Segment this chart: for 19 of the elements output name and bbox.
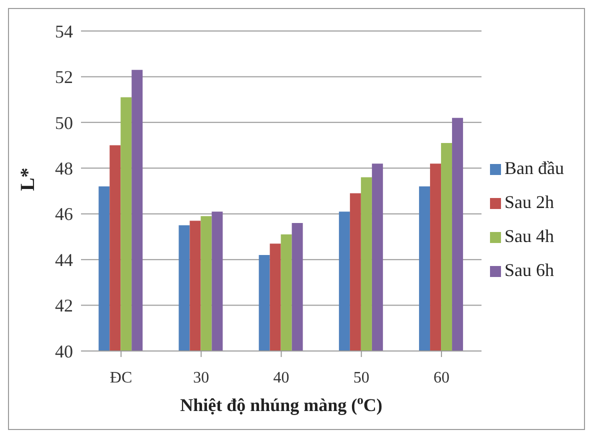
x-tick-label: 50 [353, 369, 370, 386]
y-tick-label: 52 [55, 67, 73, 88]
y-tick-label: 44 [55, 250, 73, 270]
x-axis-title: Nhiệt độ nhúng màng ($^{o}$C) [180, 393, 382, 415]
x-tick-label: 60 [433, 369, 450, 386]
y-tick-label: 50 [55, 112, 73, 133]
y-tick-label: 48 [55, 158, 73, 179]
y-tick-label: 54 [55, 21, 73, 42]
y-axis-title: L* [17, 168, 40, 191]
legend-label: Sau 4h [504, 226, 554, 246]
y-tick-label: 40 [55, 341, 73, 362]
legend-label: Ban đầu [504, 158, 564, 178]
legend-label: Sau 2h [504, 192, 554, 212]
x-tick-label: 30 [193, 369, 210, 386]
x-tick-label: ĐC [110, 369, 132, 386]
y-tick-label: 42 [55, 296, 73, 316]
x-tick-label: 40 [273, 369, 290, 386]
y-tick-label: 46 [55, 204, 73, 224]
legend-label: Sau 6h [504, 260, 554, 280]
